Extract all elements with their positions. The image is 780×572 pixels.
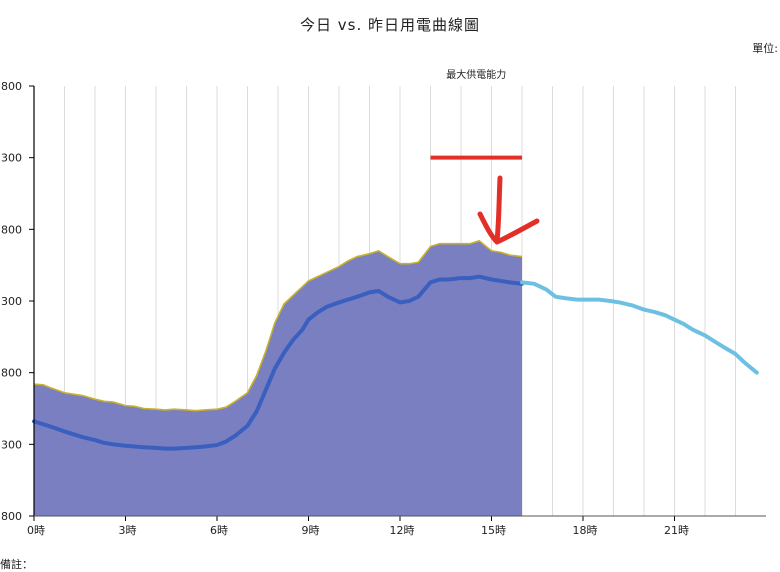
y-tick-label: 800 [1,367,22,380]
load-lines-layer [32,274,759,451]
axes-layer: 800 300 800 300 800 300 800 0時 3時 6時 9時 12時 15時 18時 21… [1,80,766,537]
note-label: 備註： [0,558,33,571]
unit-label: 單位: [752,42,778,55]
reference-label: 最大供電能力 [446,68,506,81]
x-tick-label: 6時 [210,524,228,537]
supply-area-edge [33,239,523,412]
y-tick-label: 800 [1,80,22,93]
y-tick-label: 800 [1,510,22,523]
x-tick-label: 0時 [27,524,45,537]
x-tick-label: 9時 [302,524,320,537]
x-tick-label: 15時 [481,524,506,537]
x-tick-label: 12時 [390,524,415,537]
chart-title: 今日 vs. 昨日用電曲線圖 [300,16,480,34]
y-tick-label: 300 [1,438,22,451]
yesterday-load-line [520,280,759,375]
arrow-head [477,211,540,245]
y-tick-label: 800 [1,223,22,236]
y-tick-label: 300 [1,295,22,308]
x-tick-label: 18時 [573,524,598,537]
x-tick-label: 21時 [664,524,689,537]
y-tick-label: 300 [1,152,22,165]
arrow-shaft [494,175,503,244]
x-tick-label: 3時 [119,524,137,537]
today-load-line [32,274,524,451]
annotation-layer: 最大供電能力 [430,68,540,245]
